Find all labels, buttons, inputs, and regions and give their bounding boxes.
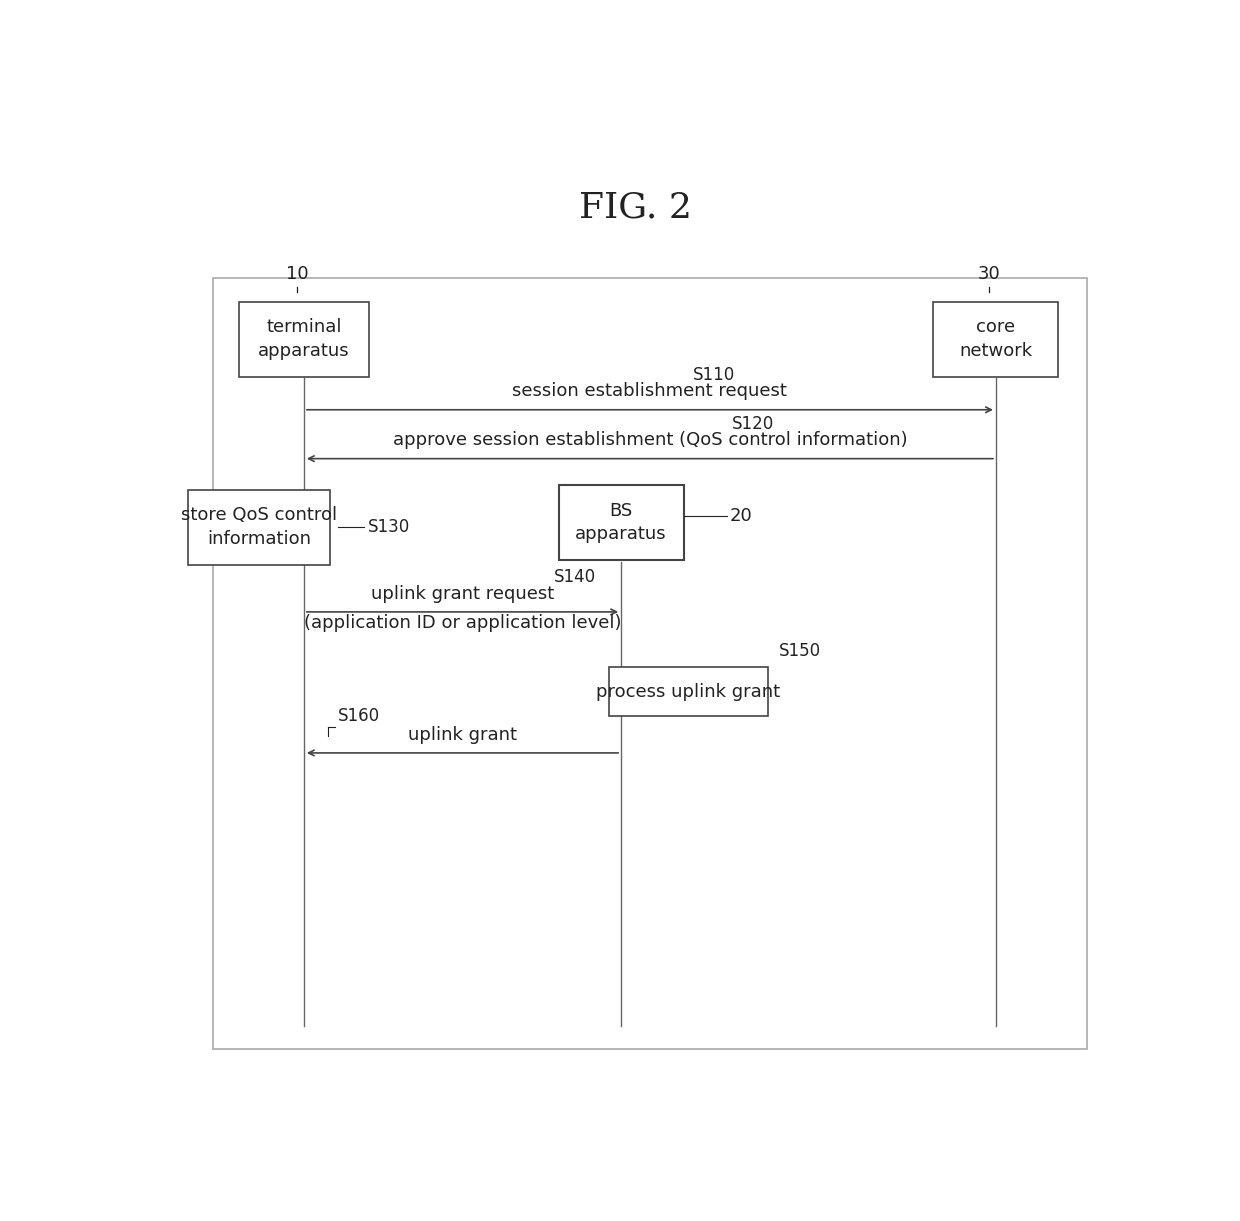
- Text: terminal
apparatus: terminal apparatus: [258, 319, 350, 360]
- Text: session establishment request: session establishment request: [512, 382, 787, 400]
- Bar: [609, 668, 768, 717]
- Bar: [213, 278, 1087, 1049]
- Bar: [187, 490, 330, 565]
- Text: S160: S160: [337, 707, 379, 725]
- Text: S110: S110: [693, 366, 735, 385]
- Text: 30: 30: [978, 265, 1001, 283]
- Text: BS
apparatus: BS apparatus: [575, 502, 667, 543]
- Text: S130: S130: [368, 518, 410, 536]
- Bar: [558, 485, 683, 560]
- Text: process uplink grant: process uplink grant: [596, 683, 780, 701]
- Text: S140: S140: [554, 568, 596, 586]
- Text: 20: 20: [729, 507, 753, 525]
- Text: core
network: core network: [960, 319, 1033, 360]
- Text: uplink grant request: uplink grant request: [371, 585, 554, 602]
- Text: uplink grant: uplink grant: [408, 725, 517, 744]
- Text: (application ID or application level): (application ID or application level): [304, 614, 621, 631]
- Text: S120: S120: [732, 415, 774, 433]
- Text: store QoS control
information: store QoS control information: [181, 507, 337, 548]
- Text: approve session establishment (QoS control information): approve session establishment (QoS contr…: [393, 431, 908, 449]
- Bar: [239, 302, 368, 377]
- Bar: [934, 302, 1059, 377]
- Text: FIG. 2: FIG. 2: [579, 190, 692, 225]
- Text: S150: S150: [779, 642, 821, 659]
- Text: 10: 10: [286, 265, 309, 283]
